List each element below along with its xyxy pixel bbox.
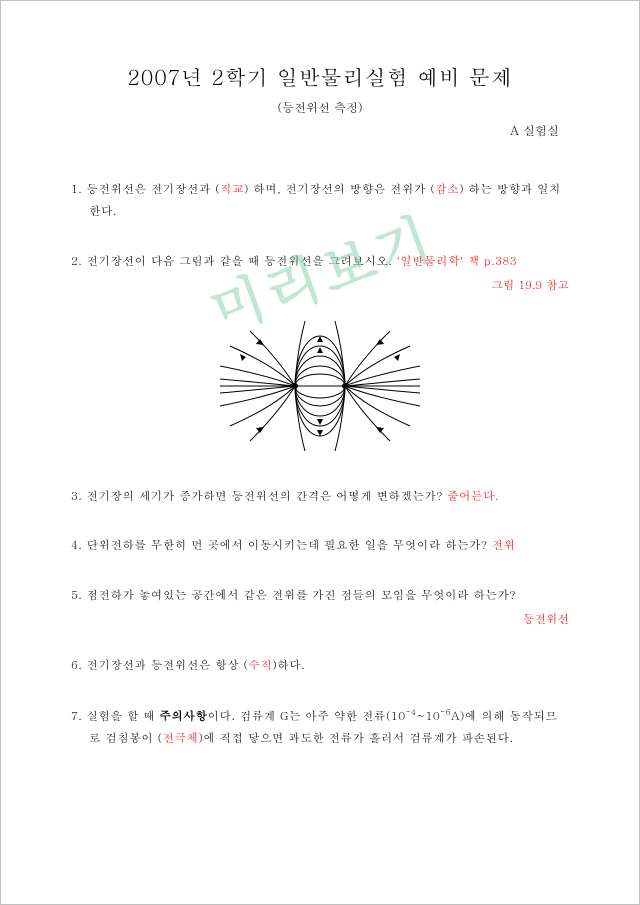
q7-post: )에 직접 닿으면 과도한 전류가 흘러서 검류계가 파손된다. xyxy=(199,730,514,746)
q2-ref2: 그림 19.9 참고 xyxy=(71,277,569,293)
question-3: 3. 전기장의 세기가 증가하면 등전위선의 간격은 어떻게 변하겠는가? 줄어… xyxy=(71,486,569,508)
q5-answer: 등전위선 xyxy=(71,611,569,627)
q6-text-post: )하다. xyxy=(272,657,305,673)
question-6: 6. 전기장선과 등전위선은 항상 (수직)하다. xyxy=(71,655,569,677)
q1-text-mid: ) 하며, 전기장선의 방향은 전위가 ( xyxy=(244,181,435,197)
q5-text: 5. 점전하가 놓여있는 공간에서 같은 전위를 가진 점들의 모임을 무엇이라… xyxy=(71,587,516,603)
q2-text: 2. 전기장선이 다음 그림과 같을 때 등전위선을 그려보시오. xyxy=(71,253,397,269)
q4-text: 4. 단위전하를 무한히 먼 곳에서 이동시키는데 필요한 일을 무엇이라 하는… xyxy=(71,537,492,553)
q1-text-pre: 1. 등전위선은 전기장선과 ( xyxy=(71,181,220,197)
q7-text-pre: 7. 실험을 할 때 xyxy=(71,708,160,724)
q4-answer: 전위 xyxy=(492,537,516,553)
field-line-diagram xyxy=(71,321,569,456)
q1-answer-2: 감소 xyxy=(435,181,459,197)
q7-exp1: -4 xyxy=(406,707,417,718)
q6-answer: 수직 xyxy=(248,657,272,673)
q7-answer: 전극체 xyxy=(163,730,199,746)
question-4: 4. 단위전하를 무한히 먼 곳에서 이동시키는데 필요한 일을 무엇이라 하는… xyxy=(71,535,569,557)
q3-text: 3. 전기장의 세기가 증가하면 등전위선의 간격은 어떻게 변하겠는가? xyxy=(71,488,447,504)
question-1: 1. 등전위선은 전기장선과 (직교) 하며, 전기장선의 방향은 전위가 (감… xyxy=(71,179,569,223)
question-5: 5. 점전하가 놓여있는 공간에서 같은 전위를 가진 점들의 모임을 무엇이라… xyxy=(71,585,569,607)
lab-label: A 실험실 xyxy=(71,122,569,139)
q7-mid1: 이다. 검류계 G는 아주 약한 전류(10 xyxy=(208,708,406,724)
q7-bold: 주의사항 xyxy=(160,708,208,724)
page-title: 2007년 2학기 일반물리실험 예비 문제 xyxy=(71,61,569,91)
question-7: 7. 실험을 할 때 주의사항이다. 검류계 G는 아주 약한 전류(10-4~… xyxy=(71,705,569,750)
q3-answer: 줄어든다. xyxy=(447,488,499,504)
question-2: 2. 전기장선이 다음 그림과 같을 때 등전위선을 그려보시오. '일반물리학… xyxy=(71,251,569,273)
page-subtitle: (등전위선 측정) xyxy=(71,99,569,116)
q7-exp2: -6 xyxy=(440,707,451,718)
q7-mid2: ~10 xyxy=(416,708,440,724)
q1-answer-1: 직교 xyxy=(220,181,244,197)
q2-ref: '일반물리학' 책 p.383 xyxy=(397,253,517,269)
q6-text-pre: 6. 전기장선과 등전위선은 항상 ( xyxy=(71,657,248,673)
